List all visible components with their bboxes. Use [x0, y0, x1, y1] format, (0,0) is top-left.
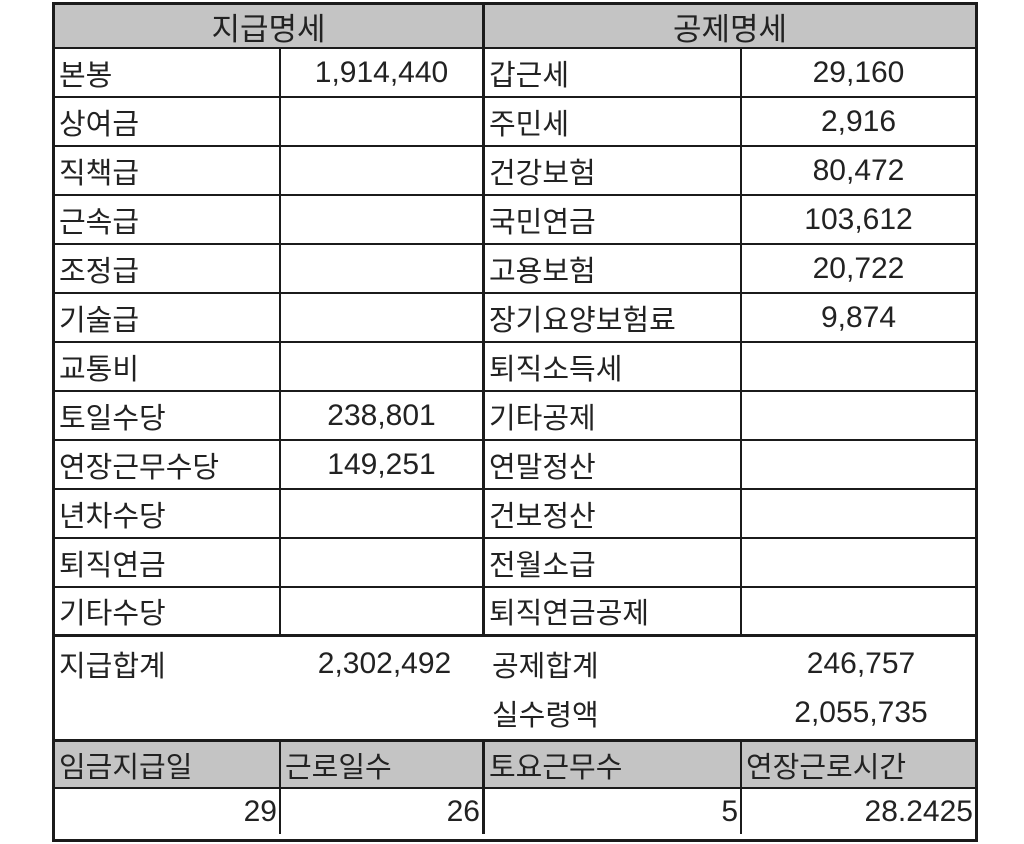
totals-section: 지급합계 2,302,492 공제합계 246,757 실수령액 2,055,7…	[55, 637, 975, 742]
deduction-item-label: 건강보험	[485, 147, 742, 194]
work-days-value: 26	[281, 789, 485, 834]
pay-date-header: 임금지급일	[55, 742, 281, 787]
pay-item-label: 연장근무수당	[55, 441, 281, 488]
footer-header-row: 임금지급일 근로일수 토요근무수 연장근로시간	[55, 742, 975, 789]
deduction-item-value	[742, 343, 975, 390]
pay-item-value: 1,914,440	[281, 49, 485, 96]
deduction-total-label: 공제합계	[492, 650, 599, 683]
deduction-item-value: 2,916	[820, 104, 897, 138]
pay-item-value	[281, 294, 485, 341]
pay-item-value: 149,251	[281, 441, 485, 488]
pay-item-label: 상여금	[55, 98, 281, 145]
pay-item-label: 퇴직연금	[55, 539, 281, 586]
deduction-section-header: 공제명세	[485, 5, 975, 47]
pay-item-value	[281, 539, 485, 586]
pay-item-value	[281, 147, 485, 194]
deduction-item-label: 건보정산	[485, 490, 742, 537]
deduction-item-value	[742, 490, 975, 537]
deduction-item-value	[742, 539, 975, 586]
deduction-item-value: 29,160	[812, 55, 905, 89]
pay-item-label: 기술급	[55, 294, 281, 341]
pay-item-label: 기타수당	[55, 588, 281, 634]
net-pay-label: 실수령액	[492, 699, 599, 732]
pay-item-value	[281, 490, 485, 537]
table-row: 교통비 퇴직소득세	[55, 343, 975, 392]
pay-item-value	[281, 588, 485, 634]
deduction-item-label: 갑근세	[485, 49, 742, 96]
saturday-work-header: 토요근무수	[485, 742, 742, 787]
totals-line-1: 지급합계 2,302,492 공제합계 246,757	[55, 639, 975, 688]
deduction-item-value: 80,472	[812, 153, 905, 187]
pay-item-label: 교통비	[55, 343, 281, 390]
table-row: 상여금 주민세 2,916	[55, 98, 975, 147]
deduction-item-label: 주민세	[485, 98, 742, 145]
table-row: 퇴직연금 전월소급	[55, 539, 975, 588]
table-row: 연장근무수당 149,251 연말정산	[55, 441, 975, 490]
pay-item-value	[281, 98, 485, 145]
saturday-work-value: 5	[485, 789, 742, 834]
pay-date-value: 29	[55, 789, 281, 834]
deduction-item-value	[742, 392, 975, 439]
table-row: 본봉 1,914,440 갑근세 29,160	[55, 49, 975, 98]
payslip-table: 지급명세 공제명세 본봉 1,914,440 갑근세 29,160 상여금 주민…	[52, 2, 978, 842]
pay-item-label: 년차수당	[55, 490, 281, 537]
pay-item-value	[281, 196, 485, 243]
payment-total-value: 2,302,492	[317, 646, 452, 680]
net-pay-value: 2,055,735	[794, 695, 928, 729]
deduction-item-label: 국민연금	[485, 196, 742, 243]
table-row: 토일수당 238,801 기타공제	[55, 392, 975, 441]
totals-line-2: 실수령액 2,055,735	[55, 688, 975, 737]
deduction-item-label: 전월소급	[485, 539, 742, 586]
deduction-item-value	[742, 441, 975, 488]
overtime-hours-value: 28.2425	[864, 794, 973, 828]
pay-item-label: 토일수당	[55, 392, 281, 439]
footer-values-row: 29 26 5 28.2425	[55, 789, 975, 834]
pay-item-value: 238,801	[281, 392, 485, 439]
table-row: 기술급 장기요양보험료 9,874	[55, 294, 975, 343]
deduction-total-value: 246,757	[806, 646, 916, 680]
deduction-item-label: 연말정산	[485, 441, 742, 488]
payment-total-label: 지급합계	[59, 650, 166, 683]
table-row: 년차수당 건보정산	[55, 490, 975, 539]
pay-item-label: 근속급	[55, 196, 281, 243]
pay-item-label: 조정급	[55, 245, 281, 292]
table-row: 기타수당 퇴직연금공제	[55, 588, 975, 637]
pay-item-value	[281, 245, 485, 292]
table-row: 직책급 건강보험 80,472	[55, 147, 975, 196]
pay-item-label: 본봉	[55, 49, 281, 96]
work-days-header: 근로일수	[281, 742, 485, 787]
deduction-item-label: 고용보험	[485, 245, 742, 292]
table-row: 근속급 국민연금 103,612	[55, 196, 975, 245]
pay-item-label: 직책급	[55, 147, 281, 194]
payment-section-header: 지급명세	[55, 5, 485, 47]
deduction-item-label: 장기요양보험료	[485, 294, 742, 341]
pay-item-value	[281, 343, 485, 390]
deduction-item-label: 기타공제	[485, 392, 742, 439]
table-row: 조정급 고용보험 20,722	[55, 245, 975, 294]
deduction-item-label: 퇴직연금공제	[485, 588, 742, 634]
deduction-item-value	[742, 588, 975, 634]
overtime-hours-header: 연장근로시간	[742, 742, 975, 787]
deduction-item-value: 103,612	[804, 202, 913, 236]
section-header-row: 지급명세 공제명세	[55, 5, 975, 49]
deduction-item-label: 퇴직소득세	[485, 343, 742, 390]
deduction-item-value: 20,722	[812, 251, 905, 285]
deduction-item-value: 9,874	[820, 300, 897, 334]
